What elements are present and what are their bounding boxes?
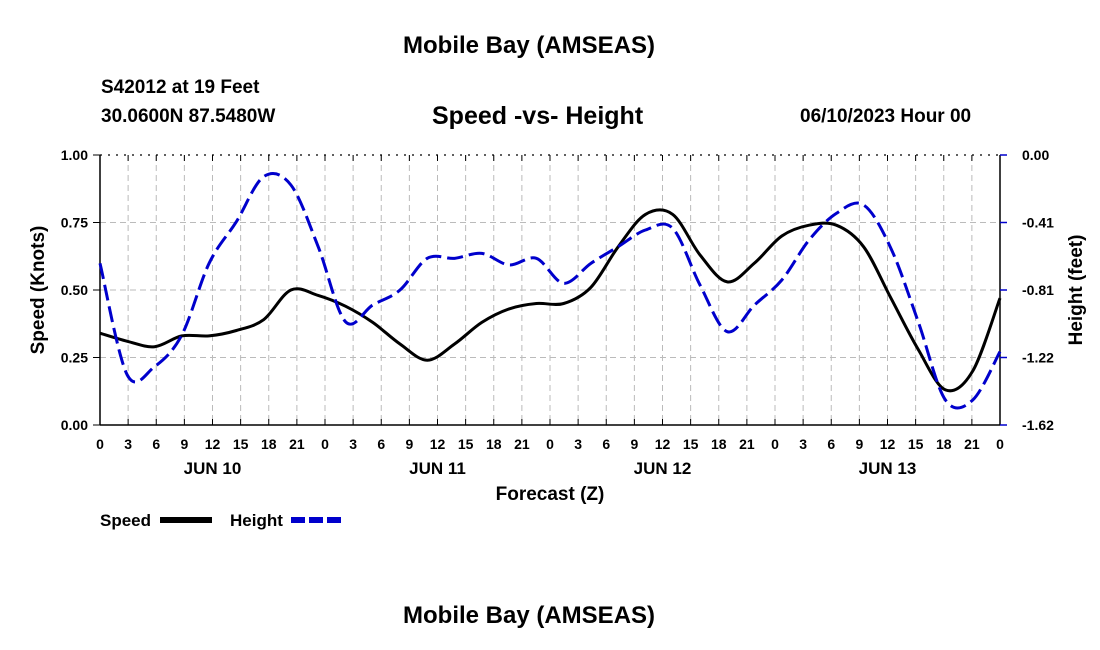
x-tick-label: 15	[908, 436, 924, 452]
axes	[93, 154, 1007, 426]
legend: Speed Height	[100, 511, 343, 530]
x-tick-label: 18	[261, 436, 277, 452]
x-tick-label: 9	[630, 436, 638, 452]
series-line-height	[98, 172, 1002, 410]
x-tick-label: 9	[180, 436, 188, 452]
x-tick-label: 12	[655, 436, 671, 452]
chart-subtitle: Speed -vs- Height	[432, 102, 644, 130]
x-tick-label: 21	[514, 436, 530, 452]
x-tick-label: 15	[683, 436, 699, 452]
x-tick-label: 0	[321, 436, 329, 452]
forecast-date-label: 06/10/2023 Hour 00	[800, 106, 972, 127]
x-tick-label: 12	[430, 436, 446, 452]
x-tick-label: 6	[152, 436, 160, 452]
grid	[100, 155, 1000, 425]
tick-labels: 0 3 6 9 12 15 18 21 0 3 6 9 12 15 18 21 0 3 6 9 12 15 18 21 0 3 6 9…	[61, 147, 1054, 478]
y-tick-label-left: 0.25	[61, 350, 88, 366]
station-label: S42012 at 19 Feet	[101, 77, 260, 98]
x-tick-label: 3	[574, 436, 582, 452]
x-tick-label: 3	[124, 436, 132, 452]
x-axis-title: Forecast (Z)	[496, 484, 605, 505]
day-label: JUN 12	[634, 459, 692, 478]
x-tick-label: 12	[880, 436, 896, 452]
x-tick-label: 3	[799, 436, 807, 452]
y-tick-label-right: -0.41	[1022, 215, 1054, 231]
y-tick-label-right: -1.22	[1022, 350, 1054, 366]
x-tick-label: 9	[855, 436, 863, 452]
day-label: JUN 11	[409, 459, 466, 478]
x-tick-label: 15	[233, 436, 249, 452]
day-label: JUN 10	[184, 459, 242, 478]
chart-title-bottom: Mobile Bay (AMSEAS)	[403, 602, 656, 629]
y-tick-label-right: 0.00	[1022, 147, 1049, 163]
x-tick-label: 6	[377, 436, 385, 452]
x-tick-label: 18	[711, 436, 727, 452]
x-tick-label: 0	[771, 436, 779, 452]
y-tick-label-right: -0.81	[1022, 282, 1054, 298]
x-tick-label: 15	[458, 436, 474, 452]
x-tick-label: 9	[405, 436, 413, 452]
x-tick-label: 3	[349, 436, 357, 452]
y-tick-label-left: 0.50	[61, 282, 88, 298]
x-tick-label: 21	[964, 436, 980, 452]
legend-height-label: Height	[230, 511, 283, 530]
x-tick-label: 18	[486, 436, 502, 452]
y-axis-title-left: Speed (Knots)	[28, 226, 49, 355]
chart-title-top: Mobile Bay (AMSEAS)	[403, 32, 656, 59]
x-tick-label: 0	[96, 436, 104, 452]
y-tick-label-left: 1.00	[61, 147, 88, 163]
y-tick-label-right: -1.62	[1022, 417, 1054, 433]
y-tick-label-left: 0.00	[61, 417, 88, 433]
x-tick-label: 18	[936, 436, 952, 452]
x-tick-label: 6	[827, 436, 835, 452]
x-tick-label: 0	[546, 436, 554, 452]
y-tick-label-left: 0.75	[61, 215, 88, 231]
x-tick-label: 12	[205, 436, 221, 452]
y-axis-title-right: Height (feet)	[1066, 235, 1087, 346]
x-tick-label: 21	[739, 436, 755, 452]
x-tick-label: 21	[289, 436, 305, 452]
legend-speed-label: Speed	[100, 511, 151, 530]
coordinates-label: 30.0600N 87.5480W	[101, 106, 276, 127]
day-label: JUN 13	[859, 459, 917, 478]
series-line-speed	[99, 208, 1002, 393]
series	[98, 172, 1002, 410]
x-tick-label: 0	[996, 436, 1004, 452]
x-tick-label: 6	[602, 436, 610, 452]
